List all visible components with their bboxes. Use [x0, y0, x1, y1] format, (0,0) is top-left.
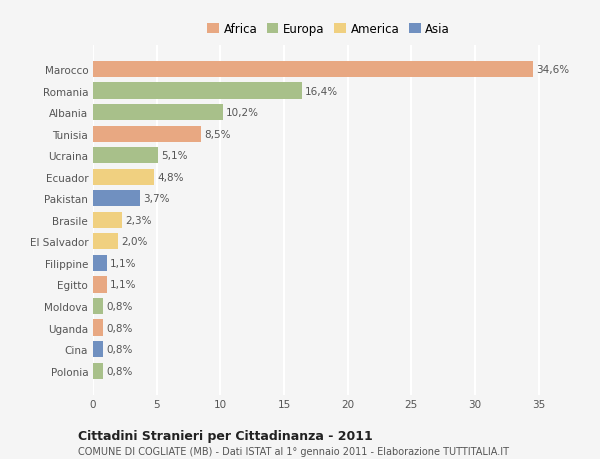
Bar [93, 62, 533, 78]
Bar [93, 363, 103, 379]
Text: Cittadini Stranieri per Cittadinanza - 2011: Cittadini Stranieri per Cittadinanza - 2… [78, 429, 373, 442]
Bar [93, 83, 302, 100]
Text: 2,3%: 2,3% [125, 215, 152, 225]
Bar [93, 298, 103, 314]
Text: COMUNE DI COGLIATE (MB) - Dati ISTAT al 1° gennaio 2011 - Elaborazione TUTTITALI: COMUNE DI COGLIATE (MB) - Dati ISTAT al … [78, 446, 509, 456]
Text: 34,6%: 34,6% [536, 65, 570, 75]
Bar [93, 191, 140, 207]
Bar [93, 169, 154, 185]
Bar [93, 255, 107, 271]
Text: 2,0%: 2,0% [122, 237, 148, 247]
Text: 5,1%: 5,1% [161, 151, 188, 161]
Bar [93, 320, 103, 336]
Bar [93, 234, 118, 250]
Text: 0,8%: 0,8% [106, 344, 133, 354]
Text: 8,5%: 8,5% [205, 129, 231, 140]
Text: 1,1%: 1,1% [110, 280, 137, 290]
Text: 0,8%: 0,8% [106, 301, 133, 311]
Bar [93, 105, 223, 121]
Bar [93, 148, 158, 164]
Text: 1,1%: 1,1% [110, 258, 137, 269]
Text: 4,8%: 4,8% [157, 172, 184, 182]
Bar [93, 341, 103, 358]
Bar [93, 277, 107, 293]
Text: 10,2%: 10,2% [226, 108, 259, 118]
Legend: Africa, Europa, America, Asia: Africa, Europa, America, Asia [205, 20, 452, 38]
Text: 3,7%: 3,7% [143, 194, 170, 204]
Bar [93, 126, 201, 142]
Text: 16,4%: 16,4% [305, 86, 338, 96]
Text: 0,8%: 0,8% [106, 323, 133, 333]
Bar [93, 212, 122, 229]
Text: 0,8%: 0,8% [106, 366, 133, 376]
